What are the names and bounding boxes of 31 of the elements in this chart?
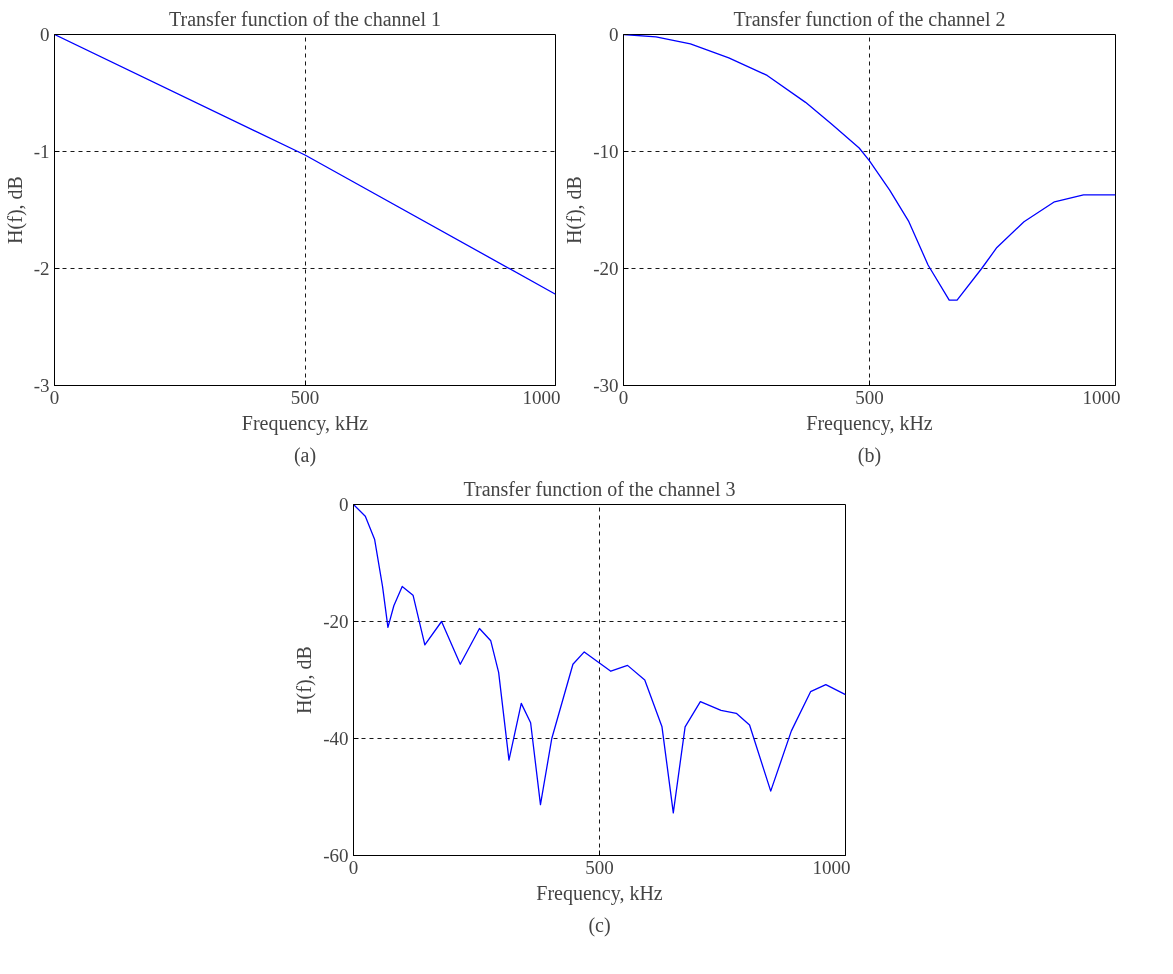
y-tick-label: -2 — [33, 258, 50, 279]
y-tick-label: -3 — [33, 375, 50, 396]
y-tick-label: -1 — [33, 141, 50, 162]
y-axis-title: H(f), dB — [293, 646, 317, 714]
x-axis-title: Frequency, kHz — [241, 411, 369, 435]
x-axis-title: Frequency, kHz — [806, 411, 933, 435]
y-tick-label: -10 — [593, 141, 619, 162]
y-axis-title: H(f), dB — [563, 176, 587, 244]
x-tick-label: 500 — [585, 856, 614, 878]
text: (c) — [588, 913, 611, 937]
x-tick-label: 1000 — [812, 856, 851, 878]
y-tick-label: -60 — [323, 845, 349, 866]
y-tick-label: -40 — [323, 728, 349, 749]
chart-title: Transfer function of the channel 1 — [169, 7, 441, 30]
chart-title: Transfer function of the channel 2 — [733, 7, 1006, 30]
text: (a) — [293, 443, 317, 467]
chart-title: Transfer function of the channel 3 — [463, 477, 736, 500]
y-tick-label: 0 — [40, 24, 50, 45]
y-axis-title: H(f), dB — [3, 176, 27, 244]
text: (b) — [857, 443, 882, 467]
y-tick-label: -20 — [593, 258, 619, 279]
x-axis-title: Frequency, kHz — [536, 881, 663, 905]
x-tick-label: 1000 — [522, 386, 561, 408]
y-tick-label: -30 — [593, 375, 619, 396]
y-tick-label: 0 — [609, 24, 619, 45]
y-tick-label: 0 — [339, 494, 349, 515]
x-tick-label: 500 — [290, 386, 320, 408]
x-tick-label: 500 — [855, 386, 884, 408]
line-series — [353, 504, 846, 814]
x-tick-label: 1000 — [1082, 386, 1121, 408]
y-tick-label: -20 — [323, 611, 349, 632]
